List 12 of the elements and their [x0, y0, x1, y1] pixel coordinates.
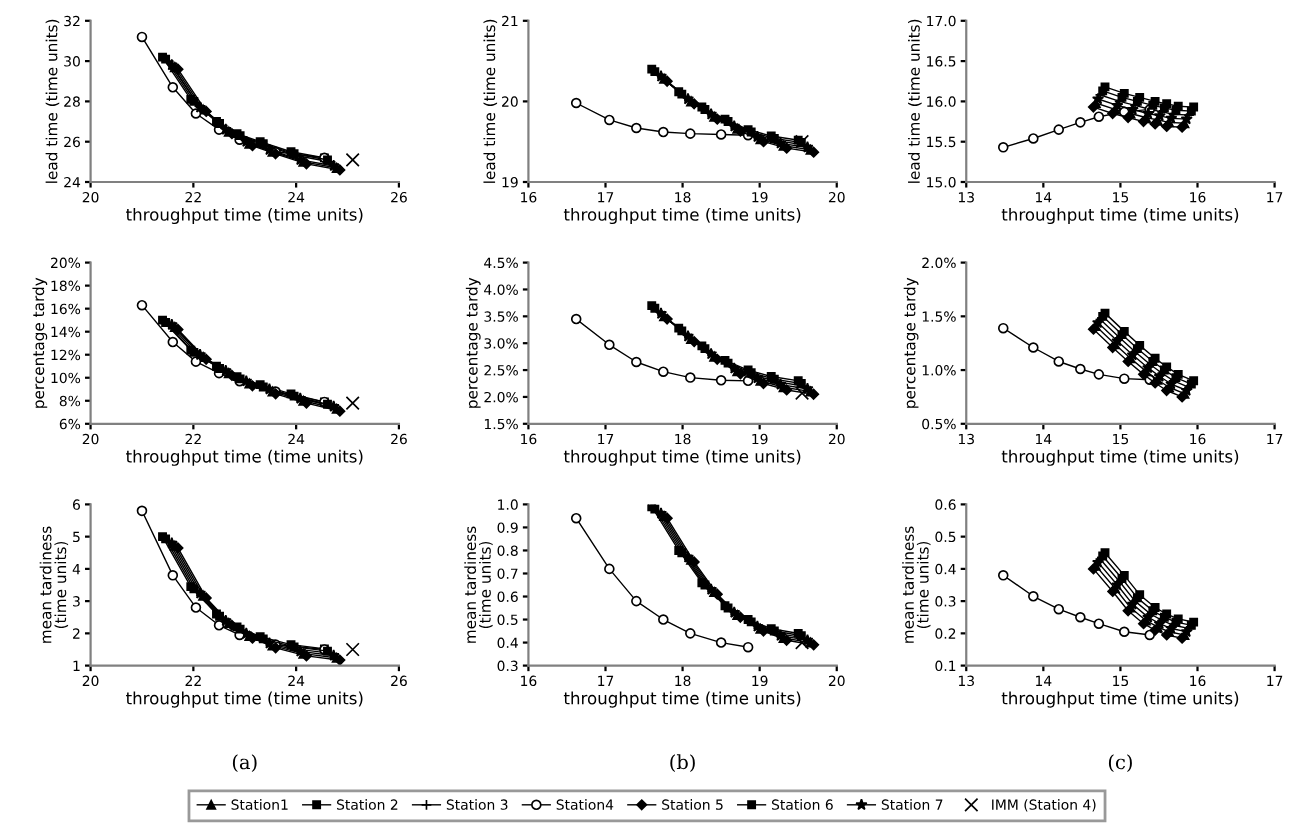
x-axis-title: throughput time (time units) [563, 691, 801, 708]
x-axis-title: throughput time (time units) [563, 449, 801, 466]
text: (c) [1108, 754, 1132, 773]
x-axis-title: throughput time (time units) [1001, 691, 1239, 708]
x-axis-title: throughput time (time units) [126, 449, 363, 466]
x-axis-title: throughput time (time units) [126, 207, 363, 225]
x-axis-title: throughput time (time units) [126, 691, 363, 708]
x-axis-title: throughput time (time units) [1001, 449, 1239, 466]
text: (a) [232, 754, 257, 773]
text: (b) [670, 754, 695, 773]
x-axis-title: throughput time (time units) [1001, 207, 1239, 225]
x-axis-title: throughput time (time units) [563, 207, 801, 225]
